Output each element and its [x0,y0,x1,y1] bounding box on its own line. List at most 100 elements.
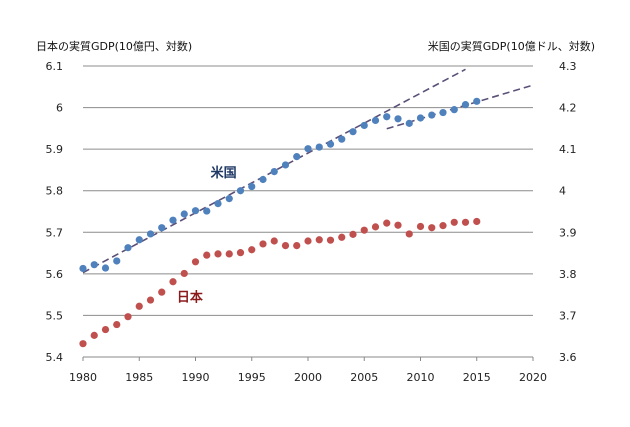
japan-data-point [214,250,222,258]
us-data-point [203,207,211,215]
japan-data-point [371,223,380,231]
right-axis-title: 米国の実質GDP(10億ドル、対数) [428,39,595,53]
japan-data-point [146,296,155,304]
us-data-point [315,143,323,151]
right-tick-label: 3.6 [559,351,577,364]
x-tick-label: 2005 [350,371,378,384]
us-data-point [304,145,312,153]
japan-data-point [349,230,357,238]
japan-data-point [428,224,436,232]
us-data-point [158,224,166,232]
left-tick-label: 6.1 [46,60,64,73]
us-data-point [338,135,346,143]
japan-data-point [79,340,87,348]
us-data-point [473,97,481,105]
us-data-point [349,128,357,136]
japan-data-point [304,237,312,245]
us-data-point [90,261,98,269]
us-data-point [450,106,458,114]
us-data-point [180,210,188,218]
us-data-point [439,108,447,117]
us-data-point [259,175,267,184]
us-data-point [191,207,200,215]
left-axis-ticks: 5.4 5.5 5.6 5.7 5.8 5.9 6 6.1 [46,60,64,364]
us-series-label: 米国 [211,165,237,181]
us-data-point [135,236,143,244]
us-data-point [461,101,470,109]
left-tick-label: 6 [56,102,63,115]
japan-data-point [450,218,458,226]
left-tick-label: 5.6 [46,268,64,281]
us-data-point [383,113,391,121]
us-data-point [248,182,256,191]
x-tick-label: 1995 [238,371,266,384]
right-tick-label: 3.7 [559,309,577,322]
us-data-point [371,116,380,125]
us-data-point [405,119,413,127]
japan-data-point [416,222,425,231]
us-data-point [169,216,177,224]
us-data-point [124,244,132,252]
us-data-point [416,114,425,122]
japan-data-point [405,230,413,238]
japan-data-point [124,313,132,321]
us-data-point [101,264,110,272]
right-tick-label: 4.2 [559,102,577,115]
japan-data-point [461,218,470,226]
japan-data-point [383,219,391,227]
japan-data-point [394,221,402,229]
us-data-point [146,230,155,238]
japan-data-point [225,250,233,258]
x-tick-label: 1990 [182,371,210,384]
x-tick-label: 2010 [407,371,435,384]
us-data-point [394,115,402,123]
us-data-point [428,111,436,119]
us-data-point [214,200,222,208]
japan-data-point [180,269,188,278]
japan-data-point [326,236,335,244]
x-tick-label: 1980 [69,371,97,384]
japan-data-point [236,249,245,257]
japan-data-point [281,241,290,250]
japan-data-point [203,251,211,259]
left-tick-label: 5.9 [46,143,64,156]
japan-data-point [360,226,368,234]
japan-data-point [113,320,121,329]
japan-data-point [135,302,143,310]
japan-data-point [259,240,267,248]
us-data-point [236,187,245,195]
left-tick-label: 5.7 [46,226,64,239]
right-tick-label: 3.8 [559,268,577,281]
right-tick-label: 4.3 [559,60,577,73]
japan-data-point [473,217,481,226]
trend-line [82,68,466,274]
left-tick-label: 5.8 [46,185,64,198]
left-tick-label: 5.5 [46,309,64,322]
japan-data-point [191,258,200,266]
x-tick-label: 2000 [294,371,322,384]
us-data-point [293,153,301,161]
japan-series-label: 日本 [177,290,203,306]
right-axis-ticks: 3.6 3.7 3.8 3.9 4 4.1 4.2 4.3 [559,60,577,364]
x-tick-label: 2015 [463,371,491,384]
japan-data-point [293,241,301,250]
us-data-point [270,167,278,176]
japan-data-point [315,236,323,244]
us-data-point [360,121,368,130]
japan-data-point [90,331,98,339]
right-tick-label: 4 [559,185,566,198]
us-data-point [79,264,87,273]
data-points [79,97,481,348]
us-data-point [326,140,335,148]
japan-data-point [248,246,256,254]
japan-data-point [158,288,166,296]
us-data-point [113,257,121,265]
japan-data-point [338,233,346,241]
x-tick-label: 2020 [519,371,547,384]
japan-data-point [101,325,110,334]
x-tick-label: 1985 [125,371,153,384]
japan-data-point [439,222,447,230]
right-tick-label: 4.1 [559,143,577,156]
left-tick-label: 5.4 [46,351,64,364]
